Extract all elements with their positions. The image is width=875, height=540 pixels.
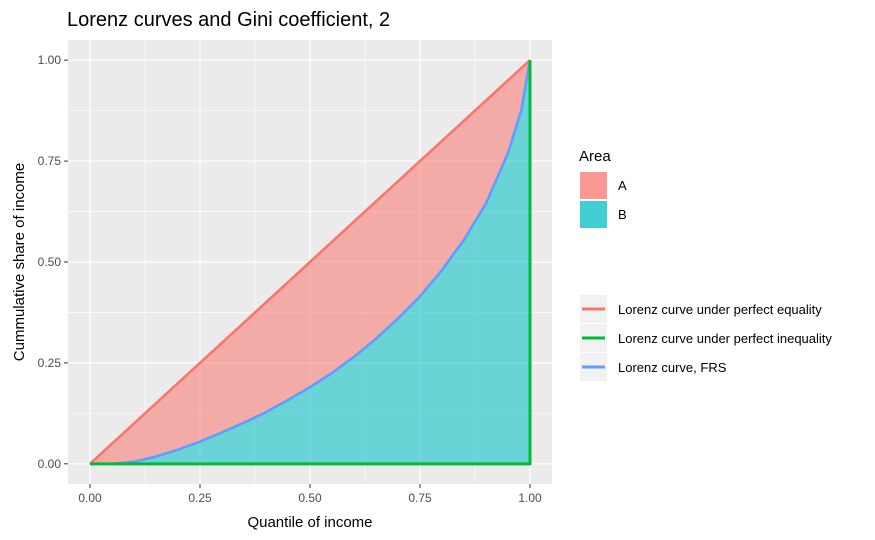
line-equality [89, 59, 531, 465]
fill-legend-title: Area [579, 148, 611, 165]
line-legend: Lorenz curve under perfect equality Loren… [580, 295, 832, 381]
line-legend-label: Lorenz curve under perfect inequality [618, 331, 832, 346]
y-axis: 0.00 0.25 0.50 0.75 1.00 [38, 53, 68, 471]
y-tick-label: 0.25 [38, 356, 62, 370]
line-layer [89, 59, 532, 466]
x-tick-label: 0.50 [298, 491, 322, 505]
y-tick-label: 0.00 [38, 457, 62, 471]
fill-legend-key-a [580, 172, 607, 199]
x-axis-title: Quantile of income [247, 514, 372, 531]
fill-legend-label: A [618, 178, 627, 193]
y-tick-label: 0.75 [38, 154, 62, 168]
x-tick-label: 0.25 [188, 491, 212, 505]
area-b [90, 60, 530, 464]
y-tick-label: 0.50 [38, 255, 62, 269]
line-inequality [90, 60, 532, 466]
line-frs [90, 59, 532, 466]
line-legend-label: Lorenz curve, FRS [618, 360, 727, 375]
x-axis: 0.00 0.25 0.50 0.75 1.00 [78, 484, 542, 505]
fill-legend-label: B [618, 207, 627, 222]
chart-title: Lorenz curves and Gini coefficient, 2 [67, 9, 390, 31]
y-axis-title: Cummulative share of income [11, 163, 28, 361]
line-legend-label: Lorenz curve under perfect equality [618, 302, 822, 317]
y-tick-label: 1.00 [38, 53, 62, 67]
x-tick-label: 1.00 [518, 491, 542, 505]
fill-legend-key-b [580, 201, 607, 228]
fill-legend: Area AB [579, 148, 627, 228]
x-tick-label: 0.75 [408, 491, 432, 505]
x-tick-label: 0.00 [78, 491, 102, 505]
